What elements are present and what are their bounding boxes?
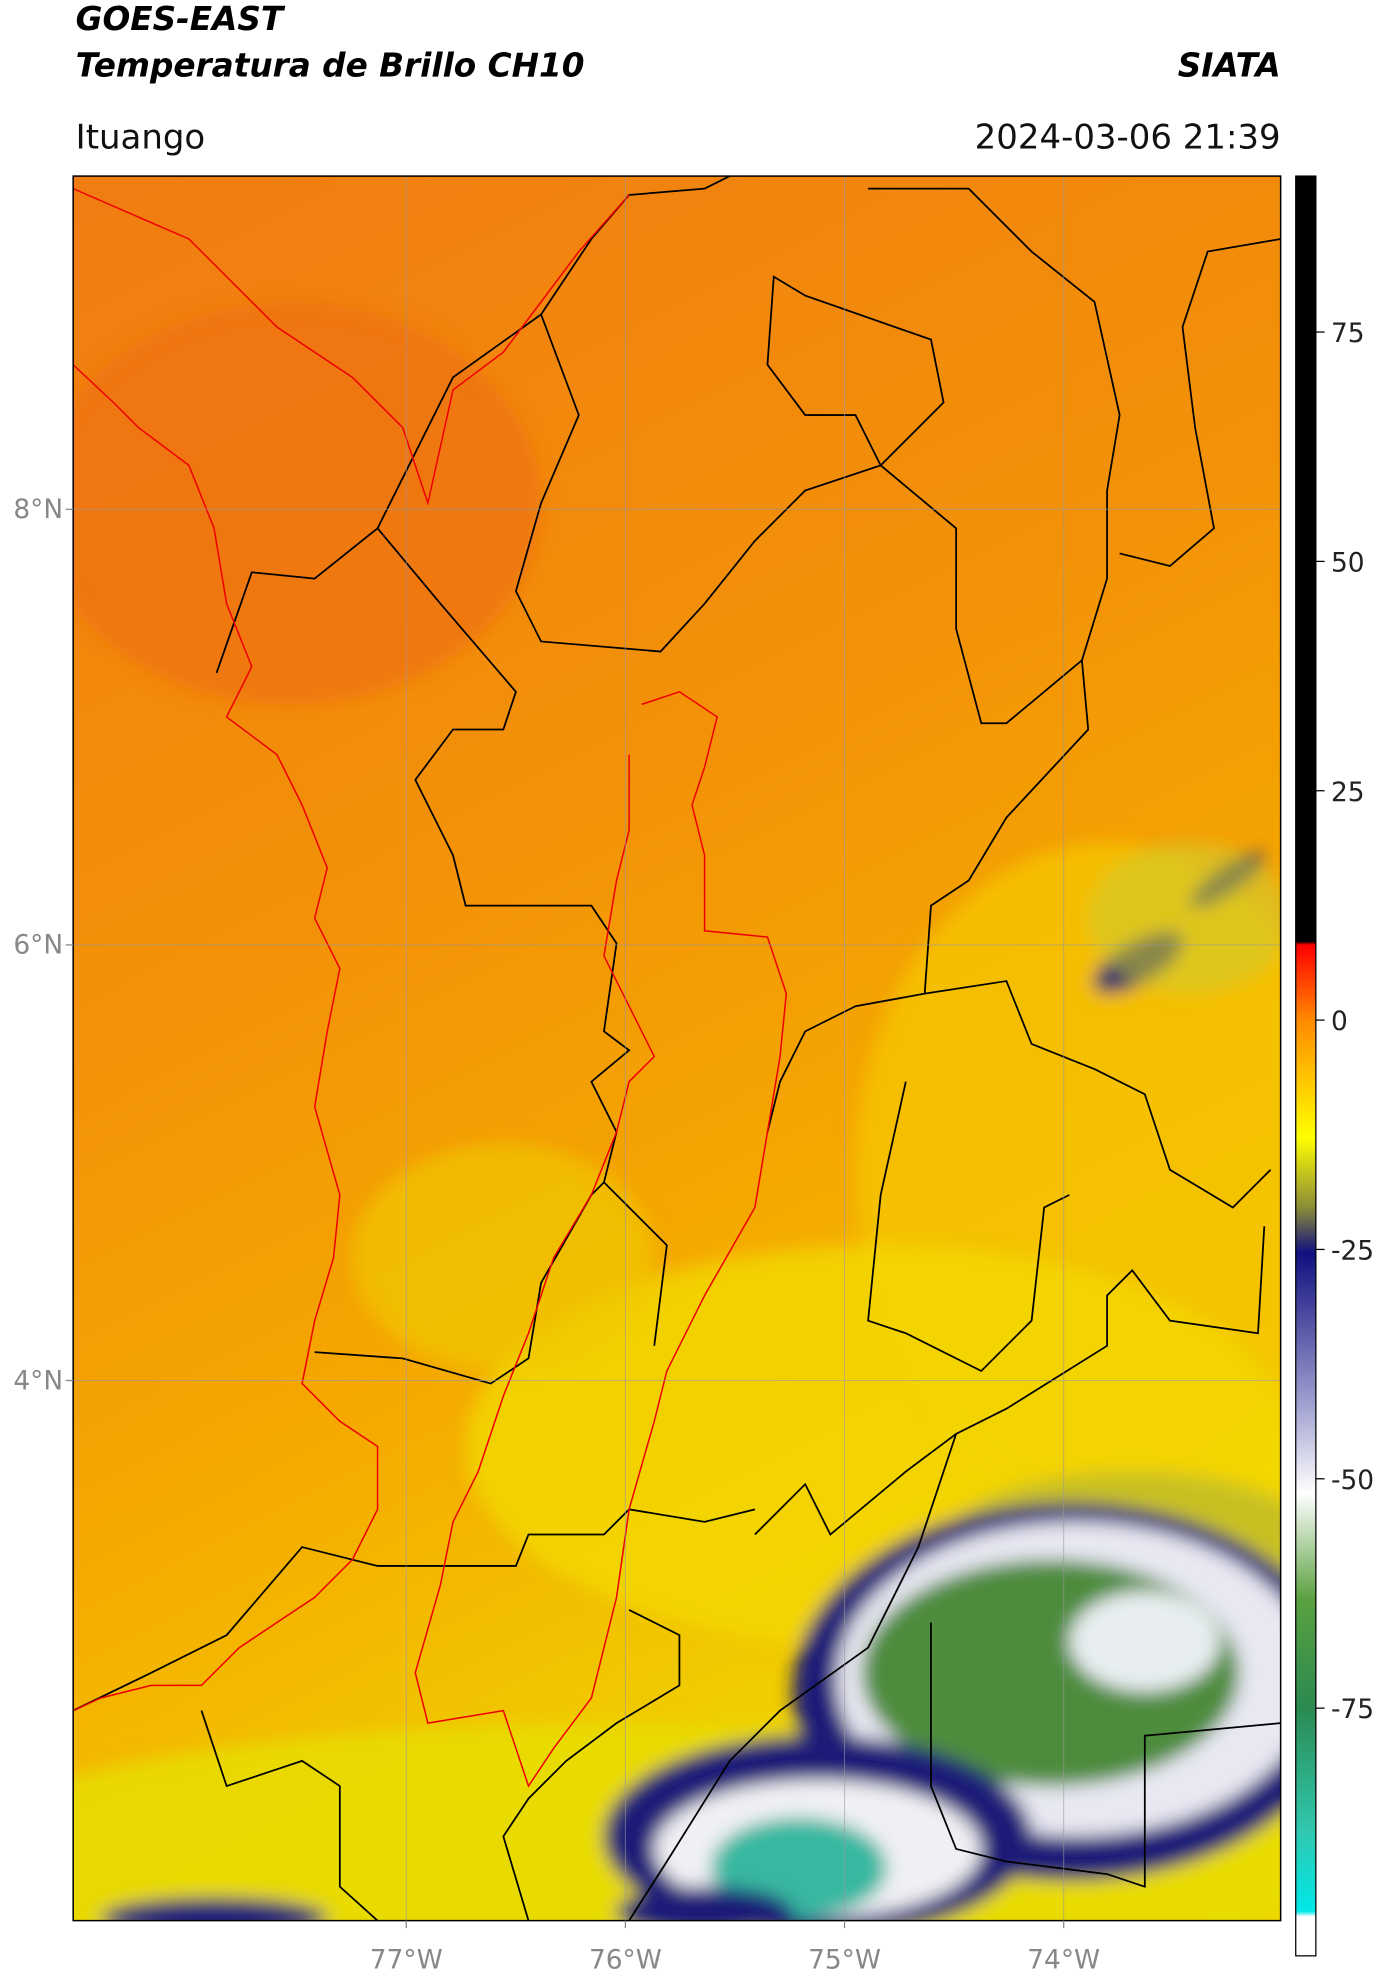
lat-label: 4°N (13, 1365, 63, 1396)
datetime: 2024-03-06 21:39 (975, 117, 1281, 157)
title-line2: Temperatura de Brillo CH10 (76, 47, 585, 85)
grid (73, 176, 1281, 1921)
axes-labels: 77°W 76°W 75°W 74°W 4°N 6°N 8°N -75 -50 -25 0 25 50 7… (13, 318, 1374, 1975)
map-frame (72, 175, 1282, 1922)
cloud-field (73, 301, 1281, 1921)
agency: SIATA (1178, 47, 1281, 85)
lat-label: 8°N (13, 494, 63, 525)
lon-label: 74°W (1027, 1944, 1100, 1975)
lon-label: 77°W (370, 1944, 443, 1975)
colorbar (1295, 175, 1317, 1957)
colorbar-label: -25 (1331, 1236, 1374, 1267)
lat-label: 6°N (13, 930, 63, 961)
map (73, 176, 1281, 1921)
lon-label: 76°W (589, 1944, 662, 1975)
location: Ituango (76, 117, 206, 157)
lon-label: 75°W (808, 1944, 881, 1975)
colorbar-label: 75 (1331, 318, 1365, 349)
colorbar-label: -50 (1331, 1465, 1374, 1496)
colorbar-label: -75 (1331, 1694, 1374, 1725)
colorbar-label: 50 (1331, 547, 1365, 578)
colorbar-label: 25 (1331, 777, 1365, 808)
title-line1: GOES-EAST (76, 0, 286, 38)
colorbar-label: 0 (1331, 1006, 1348, 1037)
boundaries (73, 176, 1281, 1921)
